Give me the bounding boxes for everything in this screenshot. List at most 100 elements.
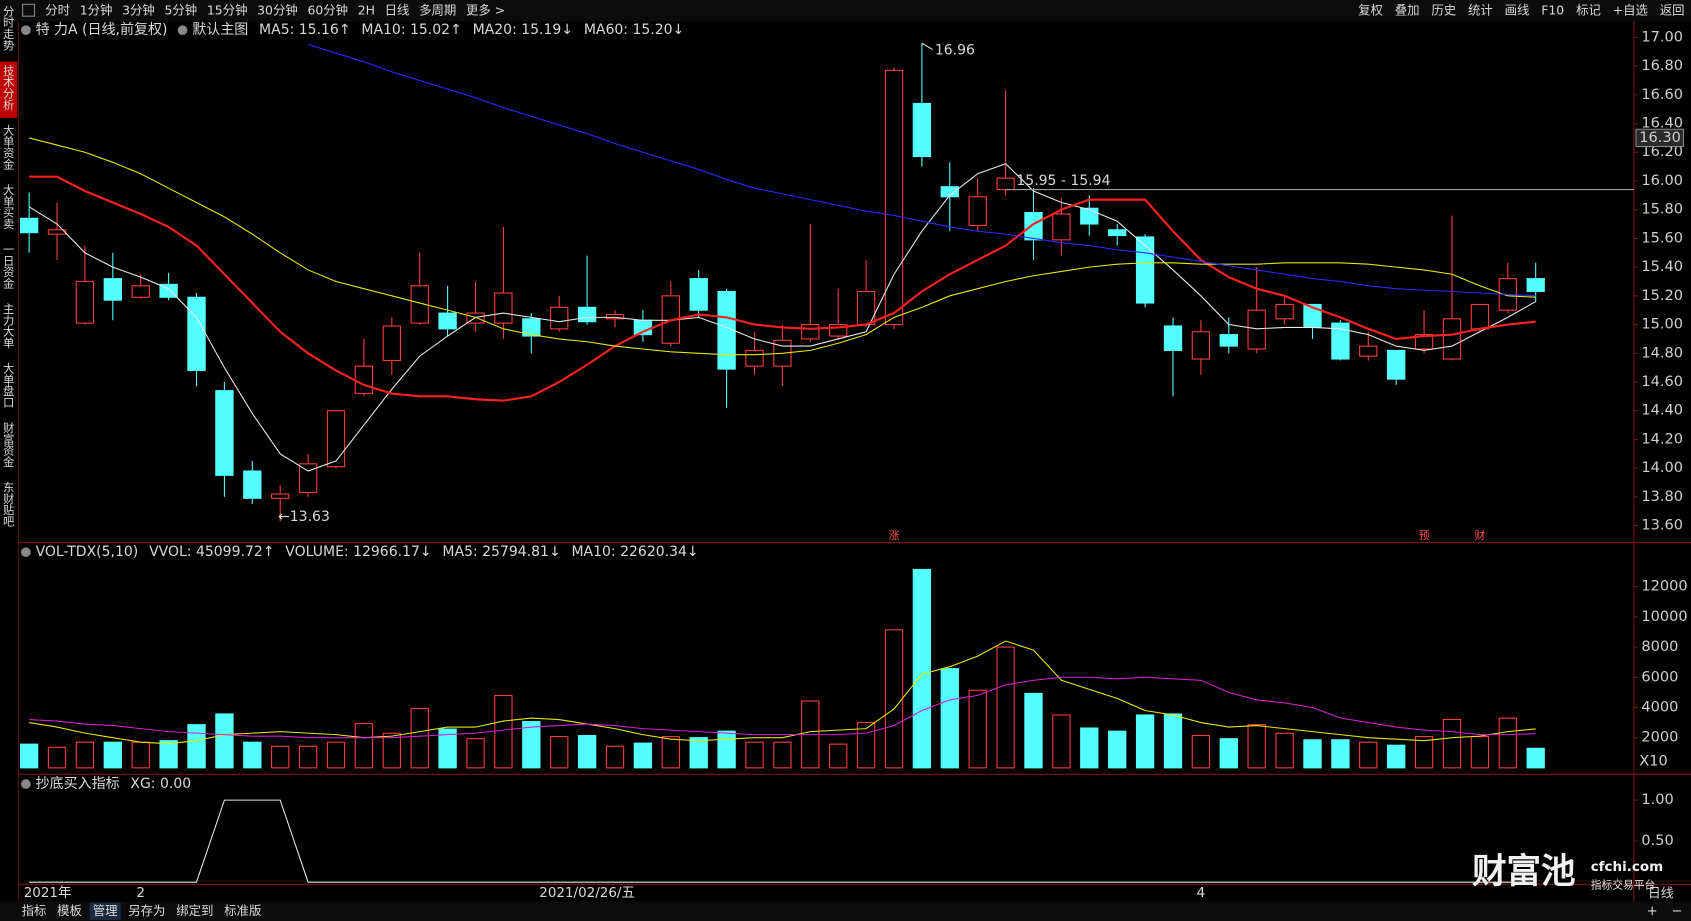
volume-bar: [1526, 747, 1545, 769]
tool-button[interactable]: 复权: [1358, 2, 1383, 17]
candle-body: [912, 102, 932, 158]
toolbar-icon[interactable]: [22, 3, 36, 17]
legend-item: MA20: 15.19↓: [473, 22, 573, 38]
sidebar-tab[interactable]: 大单买卖: [2, 183, 16, 230]
volume-bar: [550, 736, 569, 769]
sidebar-tab[interactable]: 大单盘口: [2, 362, 16, 408]
bottom-tab[interactable]: 另存为: [128, 903, 165, 918]
y-tick-label: 14.20: [1641, 430, 1683, 447]
panel-menu[interactable]: [21, 25, 31, 36]
period-tab[interactable]: 3分钟: [122, 2, 155, 17]
tool-button[interactable]: +自选: [1613, 2, 1648, 17]
candle-body: [1191, 331, 1211, 360]
event-marker: 财: [1475, 529, 1486, 542]
high-pointer: [921, 42, 933, 51]
candle-body: [466, 312, 485, 324]
volume-bar: [773, 741, 792, 769]
bottom-tab-active: [89, 902, 121, 920]
bottom-tab[interactable]: 标准版: [224, 903, 261, 918]
candle-body: [1247, 309, 1266, 350]
tool-button[interactable]: 统计: [1468, 2, 1493, 17]
bottom-tab[interactable]: 模板: [57, 903, 82, 918]
period-tab[interactable]: 2H: [358, 2, 375, 17]
volume-bar: [187, 724, 206, 769]
candle-body: [382, 325, 401, 361]
volume-bar: [131, 741, 150, 769]
period-tab[interactable]: 1分钟: [80, 2, 113, 17]
legend-item: MA5: 25794.81↓: [442, 544, 560, 560]
y-tick-label: 8000: [1641, 638, 1678, 655]
candle-body: [1442, 318, 1462, 360]
bottom-tab[interactable]: 指标: [22, 903, 47, 918]
volume-bar: [633, 742, 653, 769]
sidebar-tab[interactable]: 一日资金: [2, 244, 16, 289]
y-tick-label: 6000: [1641, 668, 1678, 685]
zoom-in[interactable]: +: [1647, 904, 1658, 919]
candle-body: [243, 470, 262, 499]
period-tab[interactable]: 15分钟: [207, 2, 248, 17]
volume-bar: [1470, 736, 1490, 769]
volume-bar: [466, 738, 485, 769]
watermark-brand: 财富池: [1472, 852, 1575, 892]
bottom-tab[interactable]: 管理: [93, 903, 118, 918]
tool-button[interactable]: 画线: [1505, 2, 1530, 17]
period-tab[interactable]: 更多 >: [466, 2, 505, 17]
volume-bar: [215, 713, 234, 769]
sidebar-tab[interactable]: 技术分析: [2, 65, 16, 111]
period-tab[interactable]: 分时: [45, 2, 70, 17]
panel-menu[interactable]: [21, 779, 31, 789]
y-tick-label: 15.60: [1641, 229, 1683, 246]
sidebar-tab[interactable]: 东财贴吧: [2, 482, 16, 527]
sidebar-tab[interactable]: 大单资金: [2, 123, 16, 169]
volume-bar: [1219, 738, 1238, 769]
tool-button[interactable]: 叠加: [1395, 2, 1420, 17]
volume-bar: [243, 741, 262, 769]
volume-bar: [1135, 714, 1155, 769]
sidebar-tab[interactable]: 财富资金: [2, 421, 16, 467]
tool-button[interactable]: 历史: [1431, 2, 1456, 17]
sidebar-tab[interactable]: 主力大单: [2, 303, 16, 348]
bottom-tab[interactable]: 绑定到: [176, 903, 213, 918]
ma-line: [307, 44, 1536, 297]
period-tab[interactable]: 5分钟: [165, 2, 198, 17]
y-tick-label: 13.60: [1641, 517, 1683, 534]
volume-bar: [1247, 724, 1266, 769]
panel-title: VOL-TDX(5,10): [36, 544, 139, 560]
y-tick-label: 15.80: [1641, 201, 1683, 218]
y-tick-label: 4000: [1641, 698, 1678, 715]
tool-button[interactable]: F10: [1541, 2, 1564, 17]
bottom-bar: [0, 901, 1691, 921]
candle-body: [1331, 322, 1350, 360]
event-marker: 涨: [889, 529, 900, 542]
volume-bar: [912, 568, 932, 769]
candle-body: [298, 463, 318, 494]
panel-title: 抄底买入指标: [36, 776, 120, 792]
period-tab[interactable]: 60分钟: [307, 2, 348, 17]
period-tab[interactable]: 多周期: [419, 2, 456, 17]
candle-body: [103, 278, 122, 301]
range-label: 15.95 - 15.94: [1016, 173, 1110, 189]
volume-bar: [577, 735, 597, 769]
low-label: ←13.63: [278, 509, 330, 525]
period-tab[interactable]: 30分钟: [257, 2, 298, 17]
y-tick-label: 13.80: [1641, 488, 1683, 505]
volume-bar: [829, 743, 848, 769]
panel-menu[interactable]: [177, 25, 188, 36]
zoom-out[interactable]: −: [1672, 904, 1683, 919]
x-tick-label: 2021/02/26/五: [539, 885, 635, 901]
candle-body: [159, 283, 178, 298]
volume-bar: [103, 741, 122, 769]
panel-menu[interactable]: [21, 547, 31, 558]
candle-body: [605, 313, 625, 320]
candle-body: [1080, 207, 1099, 225]
period-tab[interactable]: 日线: [385, 2, 410, 17]
ma-line: [28, 163, 1536, 472]
volume-bar: [47, 746, 67, 769]
sidebar-tab[interactable]: 分时走势: [2, 5, 16, 50]
volume-bar: [1331, 739, 1350, 769]
tool-button[interactable]: 返回: [1660, 2, 1685, 17]
y-tick-label: 0.50: [1641, 832, 1673, 849]
tool-button[interactable]: 标记: [1576, 2, 1601, 17]
